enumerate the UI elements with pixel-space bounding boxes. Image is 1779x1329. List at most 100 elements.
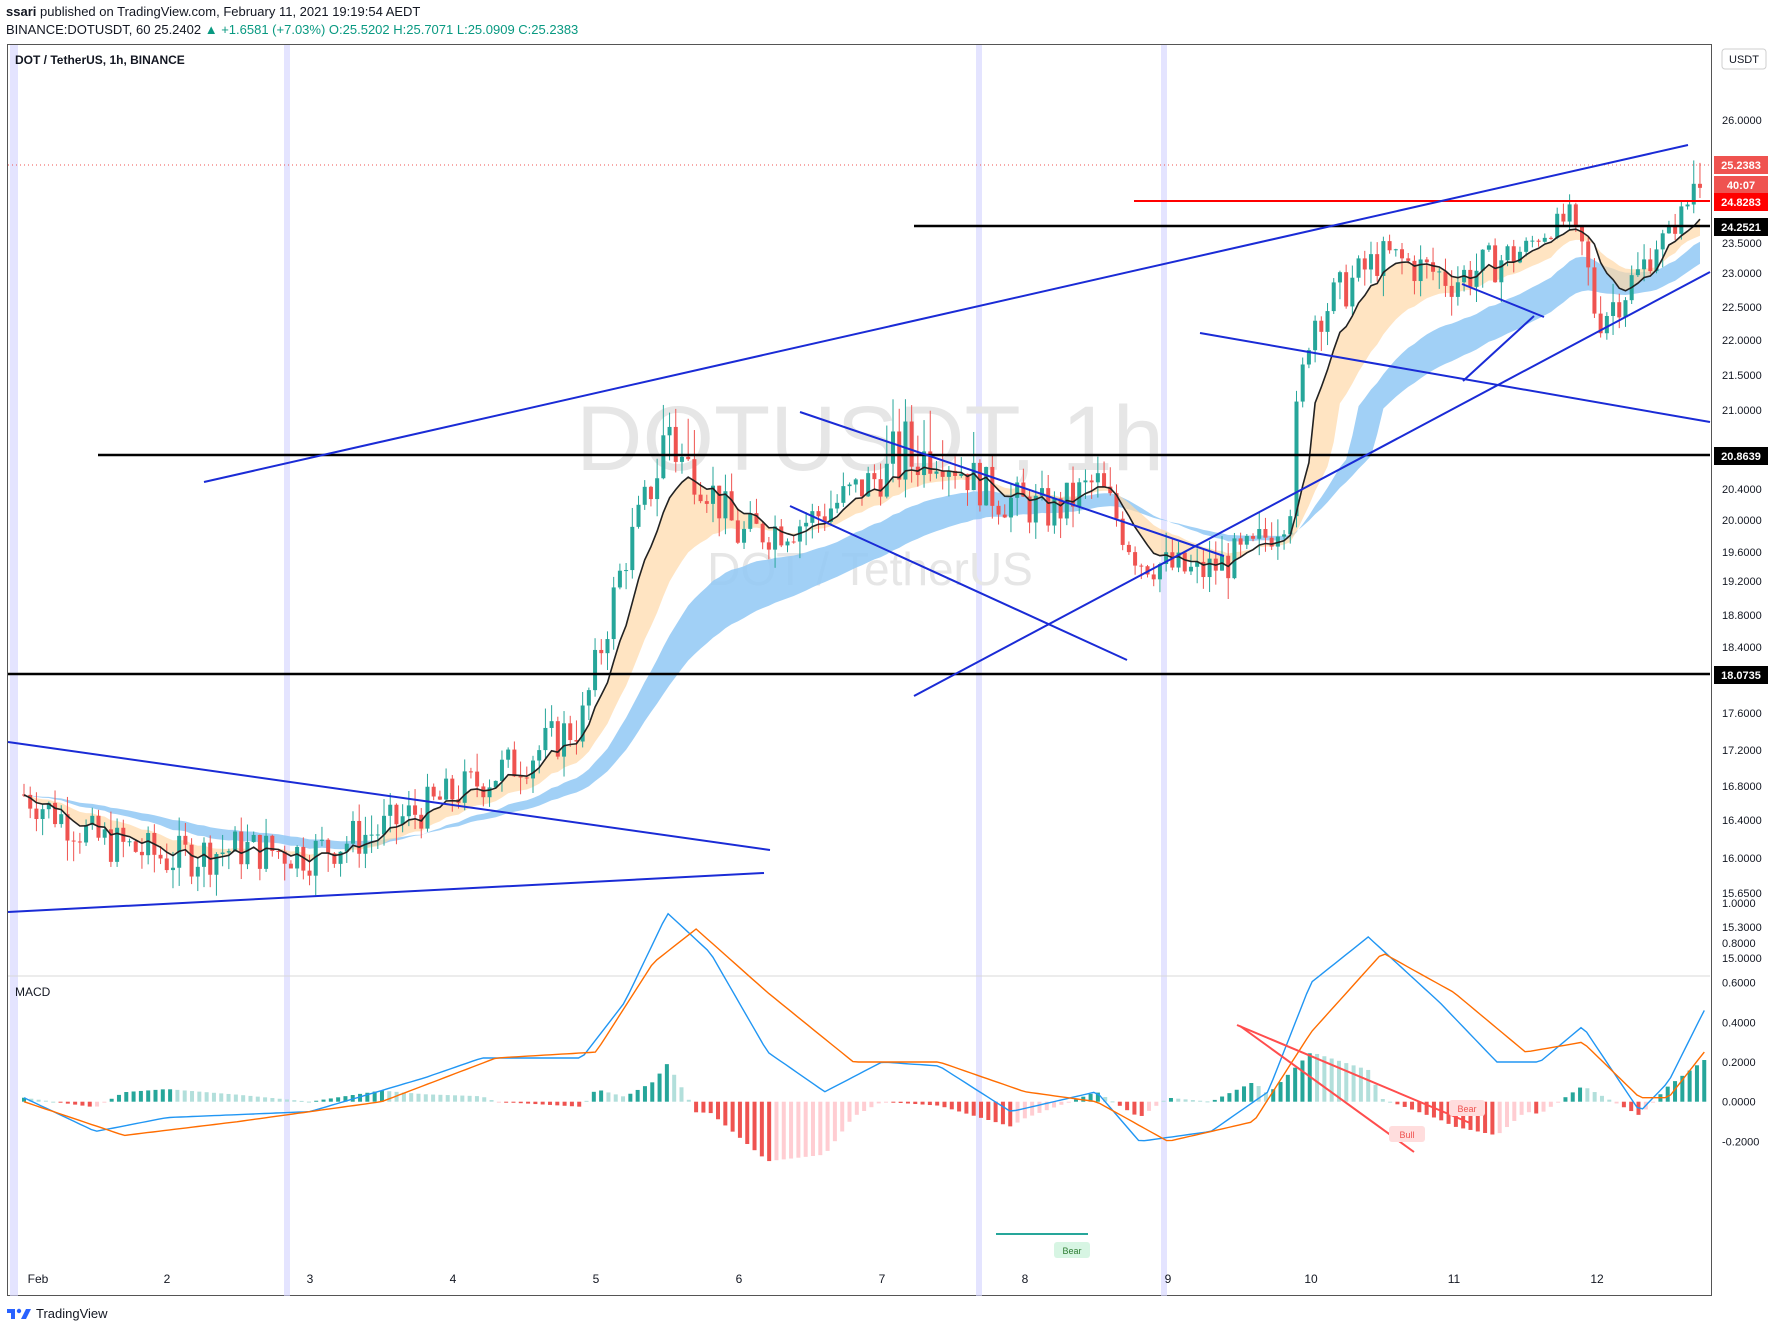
macd-hist-bar [1395,1101,1400,1105]
macd-hist-bar [1110,1101,1115,1103]
chart-title: DOT / TetherUS, 1h, BINANCE [15,53,185,67]
candle-body [276,851,281,853]
macd-hist-bar [1629,1101,1634,1112]
candle-body [611,587,616,640]
price-tick-label: 22.0000 [1722,335,1762,347]
candle-body [65,814,70,841]
candle-body [1337,272,1342,283]
candle-body [1387,241,1392,251]
price-tick-label: 16.8000 [1722,781,1762,793]
candle-body [146,832,151,856]
candle-body [1027,496,1032,523]
macd-hist-bar [869,1101,874,1108]
macd-hist-bar [1015,1101,1020,1123]
candle-body [661,435,666,479]
trend-line-3[interactable] [799,411,1225,557]
candle-body [1015,482,1020,498]
macd-hist-bar [781,1101,786,1160]
macd-hist-bar [971,1101,976,1116]
currency-box[interactable] [1721,48,1767,70]
candle-body [965,473,970,491]
macd-hist-bar [102,1101,107,1103]
candle-body [1573,204,1578,227]
trend-line-7[interactable] [1462,315,1535,382]
candle-body [841,486,846,503]
candle-body [524,777,529,779]
candle-body [543,727,548,751]
candle-body [1511,246,1516,263]
candle-body [667,426,672,436]
candle-body [28,794,33,809]
macd-hist-bar [1534,1101,1539,1114]
candle-body [1368,254,1373,270]
trend-line-8[interactable] [1461,283,1545,318]
macd-hist-bar [511,1101,516,1103]
tradingview-logo-icon[interactable] [6,1306,32,1320]
macd-hist-bar [759,1101,764,1157]
price-label-box-red-level [1714,193,1768,211]
macd-hist-bar [131,1091,136,1102]
macd-hist-bar [591,1091,596,1102]
candle-body [164,858,169,871]
macd-hist-bar [1322,1056,1327,1102]
macd-hist-bar [1300,1060,1305,1102]
candle-body [1679,206,1684,234]
macd-hist-bar [116,1094,121,1102]
candle-body [555,721,560,757]
candle-body [388,804,393,816]
candle-body [139,851,144,856]
macd-hist-bar [1680,1075,1685,1102]
candle-body [1039,488,1044,496]
macd-hist-bar [255,1096,260,1102]
candle-body [462,771,467,803]
macd-hist-bar [168,1089,173,1102]
macd-hist-bar [445,1095,450,1102]
trend-line-2[interactable] [7,872,765,913]
publisher-username[interactable]: ssari [6,4,37,19]
macd-hist-bar [284,1099,289,1102]
trend-line-0[interactable] [203,144,1689,483]
candle-body [1325,311,1330,332]
macd-hist-bar [584,1100,589,1102]
macd-hist-bar [1621,1101,1626,1108]
time-tick-label: Feb [28,1272,49,1286]
macd-hist-bar [1315,1053,1320,1102]
candle-body [692,459,697,495]
candle-body [499,759,504,781]
macd-hist-bar [1227,1093,1232,1102]
candle-body [1002,514,1007,518]
candle-body [133,841,138,852]
candle-body [686,456,691,460]
session-highlight-2 [976,45,982,1296]
candle-body [1548,237,1553,239]
candle-body [326,839,331,854]
macd-hist-bar [277,1098,282,1102]
macd-hist-bar [1059,1101,1064,1105]
tradingview-brand[interactable]: TradingView [36,1305,108,1321]
candle-body [1331,282,1336,312]
macd-hist-bar [233,1094,238,1102]
candle-body [1244,536,1249,545]
trend-line-6[interactable] [1199,332,1711,423]
candle-body [338,851,343,864]
macd-hist-bar [1336,1060,1341,1102]
candle-body [400,816,405,825]
candle-body [1052,498,1057,526]
macd-hist-bar [1052,1101,1057,1108]
candle-body [245,842,250,865]
macd-hist-bar [1117,1101,1122,1106]
price-tick-label: 20.4000 [1722,484,1762,496]
price-tick-label: 17.2000 [1722,745,1762,757]
macd-hist-bar [153,1089,158,1102]
macd-hist-bar [226,1093,231,1102]
price-tick-label: 22.5000 [1722,302,1762,314]
trend-line-4[interactable] [789,505,1128,661]
trend-line-1[interactable] [7,741,771,851]
macd-hist-bar [1000,1101,1005,1125]
macd-hist-bar [957,1101,962,1112]
macd-hist-bar [1351,1065,1356,1102]
macd-hist-bar [796,1101,801,1158]
candle-body [1381,241,1386,276]
trend-line-5[interactable] [913,271,1711,697]
